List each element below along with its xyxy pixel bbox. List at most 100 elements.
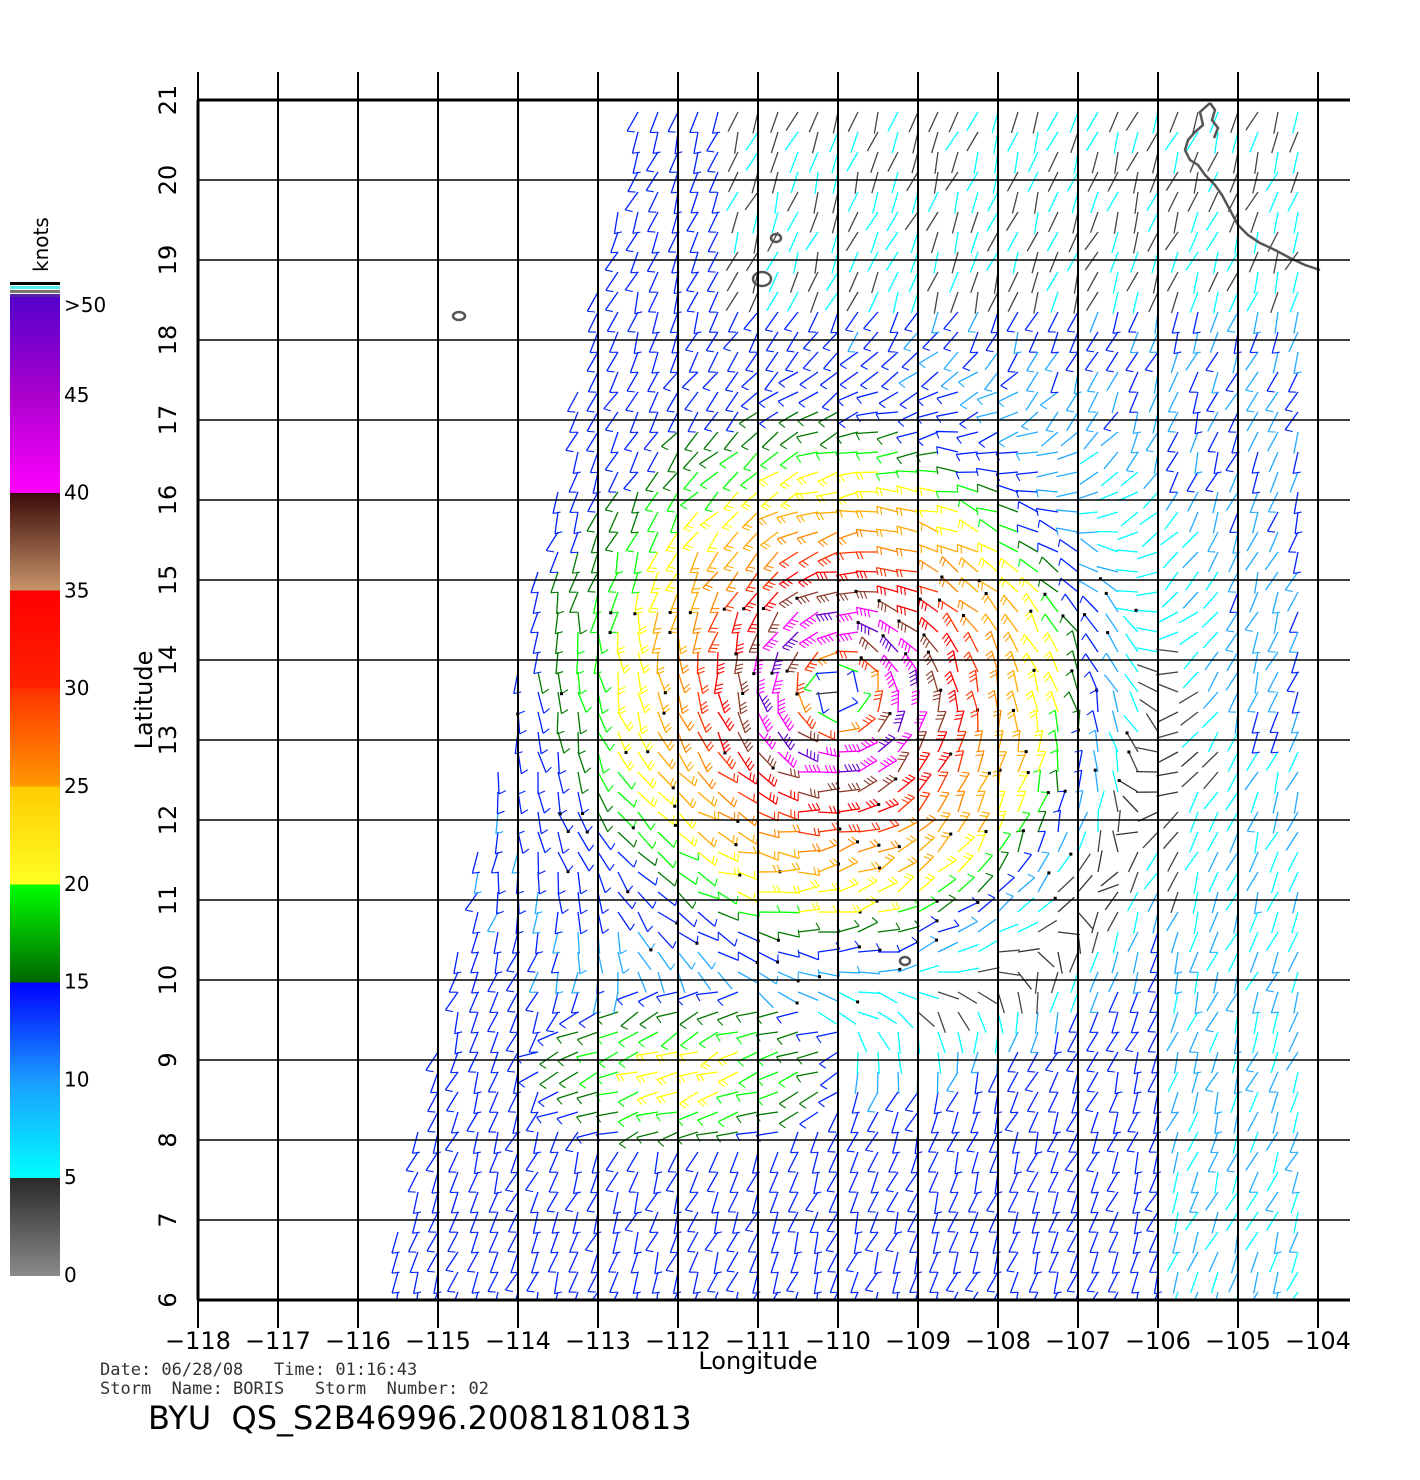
wind-barb xyxy=(1194,411,1203,435)
wind-barb xyxy=(1108,1091,1119,1113)
wind-barb xyxy=(1047,171,1059,193)
wind-barb xyxy=(1017,501,1039,513)
wind-barb xyxy=(976,830,988,853)
wind-barb xyxy=(585,431,599,453)
wind-barb xyxy=(937,991,960,1000)
wind-barb xyxy=(649,1211,659,1233)
wind-barb xyxy=(412,1191,421,1215)
wind-barb xyxy=(717,711,735,731)
wind-barb xyxy=(537,731,548,755)
wind-barb xyxy=(464,891,479,913)
wind-barb xyxy=(577,691,592,713)
wind-barb xyxy=(857,991,881,994)
wind-barb xyxy=(1117,531,1139,541)
wind-barb xyxy=(873,1251,883,1275)
wind-barb xyxy=(688,351,699,373)
wind-barb xyxy=(589,611,599,634)
wind-barb xyxy=(1089,971,1099,993)
wind-barb xyxy=(1212,251,1219,274)
wind-barb xyxy=(877,967,902,973)
wind-barb xyxy=(1207,151,1219,172)
wind-barb xyxy=(789,1171,799,1193)
wind-barb xyxy=(967,1191,979,1213)
colorbar-title: knots xyxy=(29,217,53,272)
wind-barb xyxy=(1245,1231,1259,1251)
wind-barb xyxy=(1225,991,1239,1013)
wind-barb xyxy=(612,1191,622,1215)
wind-barb xyxy=(1085,1151,1099,1173)
wind-barb xyxy=(849,251,859,273)
wind-barb xyxy=(681,371,699,391)
wind-barb xyxy=(559,1011,579,1029)
wind-barb xyxy=(928,1171,939,1193)
wind-barb xyxy=(551,991,561,1014)
wind-barb xyxy=(936,526,959,536)
wind-barb xyxy=(506,951,519,973)
wind-barb xyxy=(943,311,959,332)
wind-barb xyxy=(1057,931,1080,936)
wind-barb xyxy=(934,1191,943,1215)
wind-barb xyxy=(597,851,615,871)
wind-barb xyxy=(525,1171,539,1193)
wind-barb xyxy=(1105,351,1119,373)
wind-barb xyxy=(633,591,643,616)
wind-barb xyxy=(932,1231,941,1255)
wind-barb xyxy=(726,351,739,373)
wind-barb xyxy=(829,1271,839,1294)
wind-barb xyxy=(954,191,959,214)
wind-barb xyxy=(471,851,481,874)
wind-barb xyxy=(645,171,659,193)
wind-barb xyxy=(916,543,939,554)
wind-barb xyxy=(589,331,599,354)
wind-barb xyxy=(677,851,699,861)
wind-barb xyxy=(835,591,859,602)
wind-barb xyxy=(1245,971,1259,991)
wind-barb xyxy=(1165,171,1179,191)
wind-barb xyxy=(951,211,959,234)
wind-barb xyxy=(657,731,675,751)
wind-barb xyxy=(787,1211,799,1233)
wind-barb xyxy=(1106,1171,1119,1193)
wind-barb xyxy=(956,431,979,444)
wind-barb xyxy=(428,1211,439,1233)
wind-barb xyxy=(1057,831,1069,853)
wind-barb xyxy=(835,451,859,461)
wind-barb xyxy=(1254,831,1259,854)
wind-barb xyxy=(1070,131,1079,153)
wind-barb xyxy=(1091,931,1099,954)
wind-barb xyxy=(488,1111,499,1133)
wind-barb xyxy=(1292,231,1299,254)
wind-barb xyxy=(1164,131,1179,151)
wind-barb xyxy=(657,931,677,949)
wind-barb xyxy=(1136,571,1159,579)
wind-barb xyxy=(1093,750,1099,773)
wind-barb xyxy=(1111,1011,1120,1034)
wind-barb xyxy=(797,802,821,813)
wind-barb xyxy=(597,771,614,792)
mexico-coastline xyxy=(1183,102,1321,272)
wind-barb xyxy=(828,1191,839,1213)
wind-barb xyxy=(615,1071,639,1082)
wind-barb xyxy=(697,971,712,991)
wind-barb xyxy=(957,771,970,793)
colorbar-tick-label: 30 xyxy=(64,676,89,700)
island-clarion xyxy=(451,310,467,322)
wind-barb xyxy=(857,943,882,953)
wind-barb xyxy=(954,710,965,733)
wind-barb xyxy=(469,1031,479,1053)
wind-barb xyxy=(1225,1211,1239,1232)
wind-barb xyxy=(817,924,841,933)
wind-barb xyxy=(757,884,781,893)
wind-barb xyxy=(726,271,739,292)
wind-barb xyxy=(444,1131,459,1153)
wind-barb xyxy=(686,1231,699,1253)
wind-barb xyxy=(764,311,779,333)
wind-barb xyxy=(512,1111,521,1134)
wind-barb xyxy=(821,391,839,411)
wind-barb xyxy=(556,591,565,615)
wind-barb xyxy=(565,431,579,453)
wind-barb xyxy=(1225,451,1239,473)
wind-barb xyxy=(999,594,1019,613)
wind-barb xyxy=(597,751,610,774)
wind-barb xyxy=(537,1031,559,1047)
